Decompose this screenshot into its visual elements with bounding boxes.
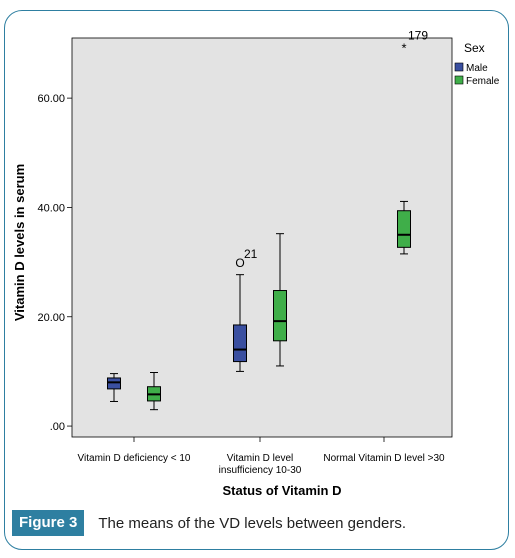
boxplot-chart: .00 20.00 40.00 60.00 Vitamin D deficiency <… — [12, 28, 500, 498]
legend-swatch-male — [454, 62, 464, 72]
y-tick-label-1: 20.00 — [37, 312, 65, 324]
figure-caption: Figure 3 The means of the VD levels betw… — [12, 510, 406, 536]
female-outlier-cat2-marker: * — [401, 40, 406, 55]
figure-caption-text: The means of the VD levels between gende… — [98, 514, 407, 532]
female-box-cat2 — [397, 210, 411, 248]
y-tick-label-0: .00 — [50, 421, 65, 433]
x-tick-label-1-line-1: insufficiency 10-30 — [219, 465, 302, 476]
x-tick-label-2: Normal Vitamin D level >30 — [323, 453, 445, 464]
x-axis-title: Status of Vitamin D — [223, 483, 342, 498]
figure-number-label: Figure 3 — [12, 510, 85, 536]
x-tick-label-1: Vitamin D level — [227, 453, 294, 464]
legend-swatch-female — [454, 75, 464, 85]
male-box-cat1 — [233, 324, 247, 363]
legend-title: Sex — [464, 41, 485, 55]
y-axis-title: Vitamin D levels in serum — [12, 164, 27, 321]
male-outlier-cat1-label: 21 — [244, 247, 258, 261]
y-tick-label-2: 40.00 — [37, 202, 65, 214]
legend-label-female: Female — [466, 76, 500, 87]
female-box-cat1 — [273, 290, 287, 342]
plot-area — [71, 37, 453, 438]
male-box-cat0 — [107, 377, 121, 390]
y-tick-label-3: 60.00 — [37, 93, 65, 105]
legend-label-male: Male — [466, 63, 488, 74]
male-outlier-cat1-marker: O — [235, 256, 244, 270]
female-outlier-cat2-label: 179 — [408, 28, 428, 42]
x-tick-label-0: Vitamin D deficiency < 10 — [78, 453, 191, 464]
